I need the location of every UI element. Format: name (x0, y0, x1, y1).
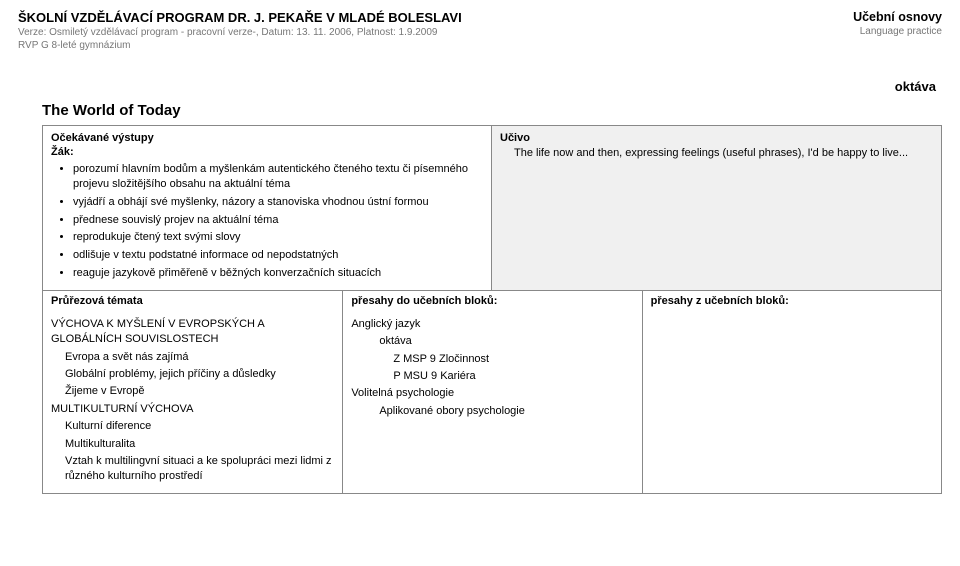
outcomes-row: Očekávané výstupy Žák: porozumí hlavním … (43, 126, 941, 290)
osnovy-sub: Language practice (853, 26, 942, 37)
outcome-item: vyjádří a obhájí své myšlenky, názory a … (73, 195, 483, 210)
outcomes-sub: Žák: (51, 146, 483, 158)
page-header: ŠKOLNÍ VZDĚLÁVACÍ PROGRAM DR. J. PEKAŘE … (18, 10, 942, 51)
themes-header-2: přesahy do učebních bloků: (342, 291, 641, 311)
overlap-item: Aplikované obory psychologie (379, 404, 633, 419)
themes-header-3: přesahy z učebních bloků: (642, 291, 941, 311)
content: oktáva The World of Today Očekávané výst… (42, 79, 942, 494)
outcomes-col: Očekávané výstupy Žák: porozumí hlavním … (43, 126, 492, 290)
ucivo-text: The life now and then, expressing feelin… (514, 146, 933, 161)
themes-header-row: Průřezová témata přesahy do učebních blo… (43, 291, 941, 311)
theme-item: Globální problémy, jejich příčiny a důsl… (65, 367, 334, 382)
osnovy-title: Učební osnovy (853, 10, 942, 24)
outcome-item: reaguje jazykově přiměřeně v běžných kon… (73, 266, 483, 281)
outcome-item: odlišuje v textu podstatné informace od … (73, 248, 483, 263)
theme-item: Multikulturalita (65, 437, 334, 452)
theme-item: Žijeme v Evropě (65, 384, 334, 399)
overlap-item: Anglický jazyk (351, 317, 633, 332)
unit-title: The World of Today (42, 102, 942, 119)
doc-title: ŠKOLNÍ VZDĚLÁVACÍ PROGRAM DR. J. PEKAŘE … (18, 10, 462, 25)
doc-subtitle: Verze: Osmiletý vzdělávací program - pra… (18, 27, 462, 38)
themes-col-3 (642, 311, 941, 493)
overlap-item: Z MSP 9 Zločinnost (393, 352, 633, 367)
doc-rvp: RVP G 8-leté gymnázium (18, 40, 462, 51)
ucivo-heading: Učivo (500, 132, 933, 144)
outcomes-heading: Očekávané výstupy (51, 132, 483, 144)
header-left: ŠKOLNÍ VZDĚLÁVACÍ PROGRAM DR. J. PEKAŘE … (18, 10, 462, 51)
overlap-item: oktáva (379, 334, 633, 349)
outcome-item: reprodukuje čtený text svými slovy (73, 230, 483, 245)
themes-col-1: VÝCHOVA K MYŠLENÍ V EVROPSKÝCH A GLOBÁLN… (43, 311, 342, 493)
outcome-item: porozumí hlavním bodům a myšlenkám auten… (73, 162, 483, 192)
themes-section: Průřezová témata přesahy do učebních blo… (43, 290, 941, 493)
theme-item: MULTIKULTURNÍ VÝCHOVA (51, 402, 334, 417)
theme-item: VÝCHOVA K MYŠLENÍ V EVROPSKÝCH A GLOBÁLN… (51, 317, 334, 348)
theme-item: Evropa a svět nás zajímá (65, 350, 334, 365)
themes-col-2: Anglický jazyk oktáva Z MSP 9 Zločinnost… (342, 311, 641, 493)
theme-item: Vztah k multilingvní situaci a ke spolup… (65, 454, 334, 485)
theme-item: Kulturní diference (65, 419, 334, 434)
outcomes-list: porozumí hlavním bodům a myšlenkám auten… (73, 162, 483, 281)
ucivo-col: Učivo The life now and then, expressing … (492, 126, 941, 290)
themes-body-row: VÝCHOVA K MYŠLENÍ V EVROPSKÝCH A GLOBÁLN… (43, 311, 941, 493)
header-right: Učební osnovy Language practice (853, 10, 942, 51)
unit-box: Očekávané výstupy Žák: porozumí hlavním … (42, 125, 942, 494)
overlap-item: Volitelná psychologie (351, 386, 633, 401)
overlap-item: P MSU 9 Kariéra (393, 369, 633, 384)
outcome-item: přednese souvislý projev na aktuální tém… (73, 213, 483, 228)
themes-header-1: Průřezová témata (43, 291, 342, 311)
grade-label: oktáva (42, 79, 942, 94)
